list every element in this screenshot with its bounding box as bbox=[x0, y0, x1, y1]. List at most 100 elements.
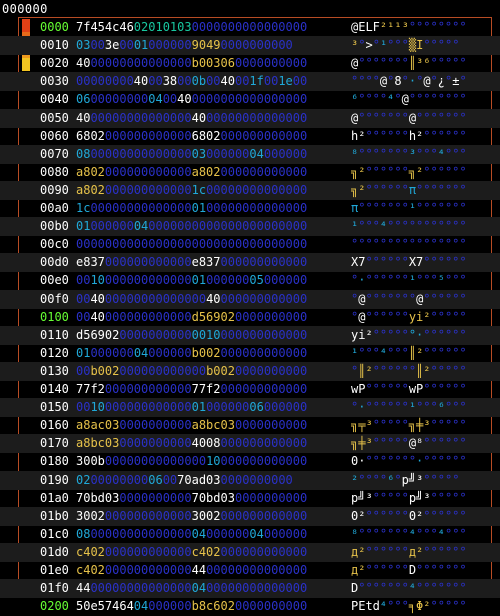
dump-row[interactable]: 01d0 c402000000000000c402000000000000 д²°°… bbox=[0, 542, 500, 562]
hex-bytes[interactable]: 0200000000060070ad030000000000 bbox=[76, 471, 346, 490]
hex-bytes[interactable]: 08000000000000000400000004000000 bbox=[76, 525, 346, 544]
hex-bytes[interactable]: d5690200000000000010000000000000 bbox=[76, 326, 346, 345]
ascii-column[interactable]: 0²°°°°°°0²°°°°°° bbox=[351, 507, 474, 526]
ascii-column[interactable]: ⁶°°°°⁴°@°°°°°°°° bbox=[351, 90, 474, 109]
ascii-column[interactable]: p╝³°°°°°p╝³°°°°° bbox=[351, 489, 474, 508]
hex-bytes[interactable]: 68020000000000006802000000000000 bbox=[76, 127, 346, 146]
dump-row[interactable]: 00e0 00100000000000000100000005000000 °·°°… bbox=[0, 271, 500, 290]
dump-row[interactable]: 0170 a8bc0300000000004008000000000000 ╗╪³°… bbox=[0, 434, 500, 454]
hex-bytes[interactable]: 00b002000000000000b0020000000000 bbox=[76, 362, 346, 381]
hex-bytes[interactable]: 7f454c46020101030000000000000000 bbox=[76, 18, 346, 37]
hex-bytes[interactable]: 50e5746404000000b8c6020000000000 bbox=[76, 597, 346, 616]
dump-row[interactable]: 0150 00100000000000000100000006000000 °·°°… bbox=[0, 398, 500, 418]
dump-row[interactable]: 01f0 44000000000000000400000000000000 D°°°… bbox=[0, 579, 500, 599]
ascii-column[interactable]: ╗²°°°°°°π°°°°°°° bbox=[351, 181, 474, 200]
ascii-column[interactable]: ³°>°¹°°°▒I°°°°° bbox=[351, 36, 474, 55]
ascii-column[interactable]: °°°°@°8°·°@°¿°±° bbox=[351, 72, 474, 91]
hex-bytes[interactable]: 30020000000000003002000000000000 bbox=[76, 507, 346, 526]
hex-bytes[interactable]: 1c000000000000000100000000000000 bbox=[76, 199, 346, 218]
hex-bytes[interactable]: 00400000000000000040000000000000 bbox=[76, 290, 346, 309]
dump-row[interactable]: 0130 00b002000000000000b0020000000000 °║²°… bbox=[0, 361, 500, 381]
hex-bytes[interactable]: c4020000000000004400000000000000 bbox=[76, 561, 346, 580]
dump-row[interactable]: 0040 06000000000400400000000000000000 ⁶°°°… bbox=[0, 90, 500, 109]
hex-bytes[interactable]: a8bc0300000000004008000000000000 bbox=[76, 434, 346, 453]
dump-row[interactable]: 0000 7f454c46020101030000000000000000 @ELF… bbox=[0, 18, 500, 37]
dump-row[interactable]: 00c0 00000000000000000000000000000000 °°°°… bbox=[0, 235, 500, 254]
hex-bytes[interactable]: 00000000400038000b0040001f001e00 bbox=[76, 72, 346, 91]
ascii-column[interactable]: X7°°°°°°X7°°°°°° bbox=[351, 253, 474, 272]
dump-row[interactable]: 0060 68020000000000006802000000000000 h²°°… bbox=[0, 127, 500, 146]
ascii-column[interactable]: д²°°°°°°д²°°°°°° bbox=[351, 543, 474, 562]
dump-row[interactable]: 0120 0100000004000000b002000000000000 ¹°°°… bbox=[0, 344, 500, 363]
ascii-column[interactable]: wP°°°°°°wP°°°°°° bbox=[351, 380, 474, 399]
dump-row[interactable]: 0070 08000000000000000300000004000000 ⁸°°°… bbox=[0, 144, 500, 164]
hex-bytes[interactable]: 77f200000000000077f2000000000000 bbox=[76, 380, 346, 399]
dump-row[interactable]: 0100 0040000000000000d569020000000000 °@°°… bbox=[0, 308, 500, 327]
dump-row[interactable]: 01a0 70bd03000000000070bd030000000000 p╝³°… bbox=[0, 489, 500, 508]
hex-bytes[interactable]: a802000000000000a802000000000000 bbox=[76, 163, 346, 182]
dump-row[interactable]: 0140 77f200000000000077f2000000000000 wP°°… bbox=[0, 380, 500, 399]
hex-bytes[interactable]: 300b0000000000000010000000000000 bbox=[76, 452, 346, 471]
dump-row[interactable]: 01c0 08000000000000000400000004000000 ⁸°°°… bbox=[0, 525, 500, 544]
dump-row[interactable]: 0160 a8ac030000000000a8bc030000000000 ╗╤³°… bbox=[0, 416, 500, 435]
hex-bytes[interactable]: 0100000004000000b002000000000000 bbox=[76, 344, 346, 363]
dump-row[interactable]: 0010 03003e000100000090490000000000 ³°>°¹°… bbox=[0, 36, 500, 56]
dump-row[interactable]: 01e0 c4020000000000004400000000000000 д²°°… bbox=[0, 561, 500, 580]
hex-bytes[interactable]: 08000000000000000300000004000000 bbox=[76, 145, 346, 164]
dump-row[interactable]: 0090 a8020000000000001c00000000000000 ╗²°°… bbox=[0, 180, 500, 200]
ascii-column[interactable]: д²°°°°°°D°°°°°°° bbox=[351, 561, 474, 580]
ascii-column[interactable]: °°°°°°°°°°°°°°°° bbox=[351, 235, 474, 254]
ascii-column[interactable]: @°°°°°°°║³⁶°°°°° bbox=[351, 54, 474, 73]
ascii-column[interactable]: °·°°°°°°¹°°°⁶°°° bbox=[351, 398, 474, 417]
hex-bytes[interactable]: 44000000000000000400000000000000 bbox=[76, 579, 346, 598]
dump-row[interactable]: 00b0 01000000040000000000000000000000 ¹°°°… bbox=[0, 217, 500, 237]
dump-row[interactable]: 0080 a802000000000000a802000000000000 ╗²°°… bbox=[0, 163, 500, 182]
ascii-column[interactable]: D°°°°°°°⁴°°°°°°° bbox=[351, 579, 474, 598]
ascii-column[interactable]: ²°°°°⁶°p╝³°°°°° bbox=[351, 471, 474, 490]
hex-bytes[interactable]: 00100000000000000100000005000000 bbox=[76, 271, 346, 290]
hex-bytes[interactable]: 00100000000000000100000006000000 bbox=[76, 398, 346, 417]
ascii-column[interactable]: ⁸°°°°°°°⁴°°°⁴°°° bbox=[351, 525, 474, 544]
dump-row[interactable]: 00a0 1c000000000000000100000000000000 π°°°… bbox=[0, 199, 500, 218]
hex-bytes[interactable]: 06000000000400400000000000000000 bbox=[76, 90, 346, 109]
ascii-column[interactable]: ╗²°°°°°°╗²°°°°°° bbox=[351, 163, 474, 182]
dump-row[interactable]: 0180 300b0000000000000010000000000000 0·°°… bbox=[0, 452, 500, 471]
hex-bytes[interactable]: c402000000000000c402000000000000 bbox=[76, 543, 346, 562]
hex-bytes[interactable]: 70bd03000000000070bd030000000000 bbox=[76, 489, 346, 508]
ascii-column[interactable]: ¹°°°⁴°°°°°°°°°°° bbox=[351, 217, 474, 236]
ascii-column[interactable]: yi²°°°°°°·°°°°°° bbox=[351, 326, 474, 345]
hex-bytes[interactable]: 40000000000000004000000000000000 bbox=[76, 109, 346, 128]
dump-row[interactable]: 00f0 00400000000000000040000000000000 °@°°… bbox=[0, 289, 500, 309]
ascii-column[interactable]: π°°°°°°°¹°°°°°°° bbox=[351, 199, 474, 218]
dump-row[interactable]: 0110 d5690200000000000010000000000000 yi²°… bbox=[0, 325, 500, 345]
hex-bytes[interactable]: 0040000000000000d569020000000000 bbox=[76, 308, 346, 327]
dump-row[interactable]: 0050 40000000000000004000000000000000 @°°°… bbox=[0, 108, 500, 128]
ascii-column[interactable]: °@°°°°°°°@°°°°°° bbox=[351, 290, 474, 309]
ascii-column[interactable]: ¹°°°⁴°°°║²°°°°°° bbox=[351, 344, 474, 363]
ascii-column[interactable]: ⁸°°°°°°°³°°°⁴°°° bbox=[351, 145, 474, 164]
hex-bytes[interactable]: a8ac030000000000a8bc030000000000 bbox=[76, 416, 346, 435]
ascii-column[interactable]: °·°°°°°°¹°°°⁵°°° bbox=[351, 271, 474, 290]
ascii-column[interactable]: °║²°°°°°°║²°°°°° bbox=[351, 362, 474, 381]
ascii-column[interactable]: PEtd⁴°°°╕Φ²°°°°° bbox=[351, 597, 474, 616]
ascii-column[interactable]: h²°°°°°°h²°°°°°° bbox=[351, 127, 474, 146]
dump-row[interactable]: 00d0 e837000000000000e837000000000000 X7°°… bbox=[0, 253, 500, 273]
ascii-column[interactable]: @°°°°°°°@°°°°°°° bbox=[351, 109, 474, 128]
dump-row[interactable]: 0200 50e5746404000000b8c6020000000000 PEtd… bbox=[0, 597, 500, 616]
hex-dump[interactable]: 0000 7f454c46020101030000000000000000 @ELF… bbox=[0, 18, 500, 613]
hex-bytes[interactable]: a8020000000000001c00000000000000 bbox=[76, 181, 346, 200]
ascii-column[interactable]: °@°°°°°°yi²°°°°° bbox=[351, 308, 474, 327]
ascii-column[interactable]: @ELF²¹¹³°°°°°°°° bbox=[351, 18, 474, 37]
hex-bytes[interactable]: 03003e000100000090490000000000 bbox=[76, 36, 346, 55]
dump-row[interactable]: 0030 00000000400038000b0040001f001e00 °°°°… bbox=[0, 72, 500, 92]
hex-bytes[interactable]: 01000000040000000000000000000000 bbox=[76, 217, 346, 236]
dump-row[interactable]: 01b0 30020000000000003002000000000000 0²°°… bbox=[0, 506, 500, 526]
hex-bytes[interactable]: e837000000000000e837000000000000 bbox=[76, 253, 346, 272]
ascii-column[interactable]: ╗╤³°°°°°╗╪³°°°°° bbox=[351, 416, 474, 435]
dump-row[interactable]: 0020 4000000000000000b003060000000000 @°°°… bbox=[0, 54, 500, 73]
dump-row[interactable]: 0190 0200000000060070ad030000000000 ²°°°°⁶… bbox=[0, 470, 500, 490]
hex-bytes[interactable]: 4000000000000000b003060000000000 bbox=[76, 54, 346, 73]
ascii-column[interactable]: ╗╪³°°°°°@⁸°°°°°° bbox=[351, 434, 474, 453]
hex-bytes[interactable]: 00000000000000000000000000000000 bbox=[76, 235, 346, 254]
ascii-column[interactable]: 0·°°°°°°°·°°°°°° bbox=[351, 452, 474, 471]
